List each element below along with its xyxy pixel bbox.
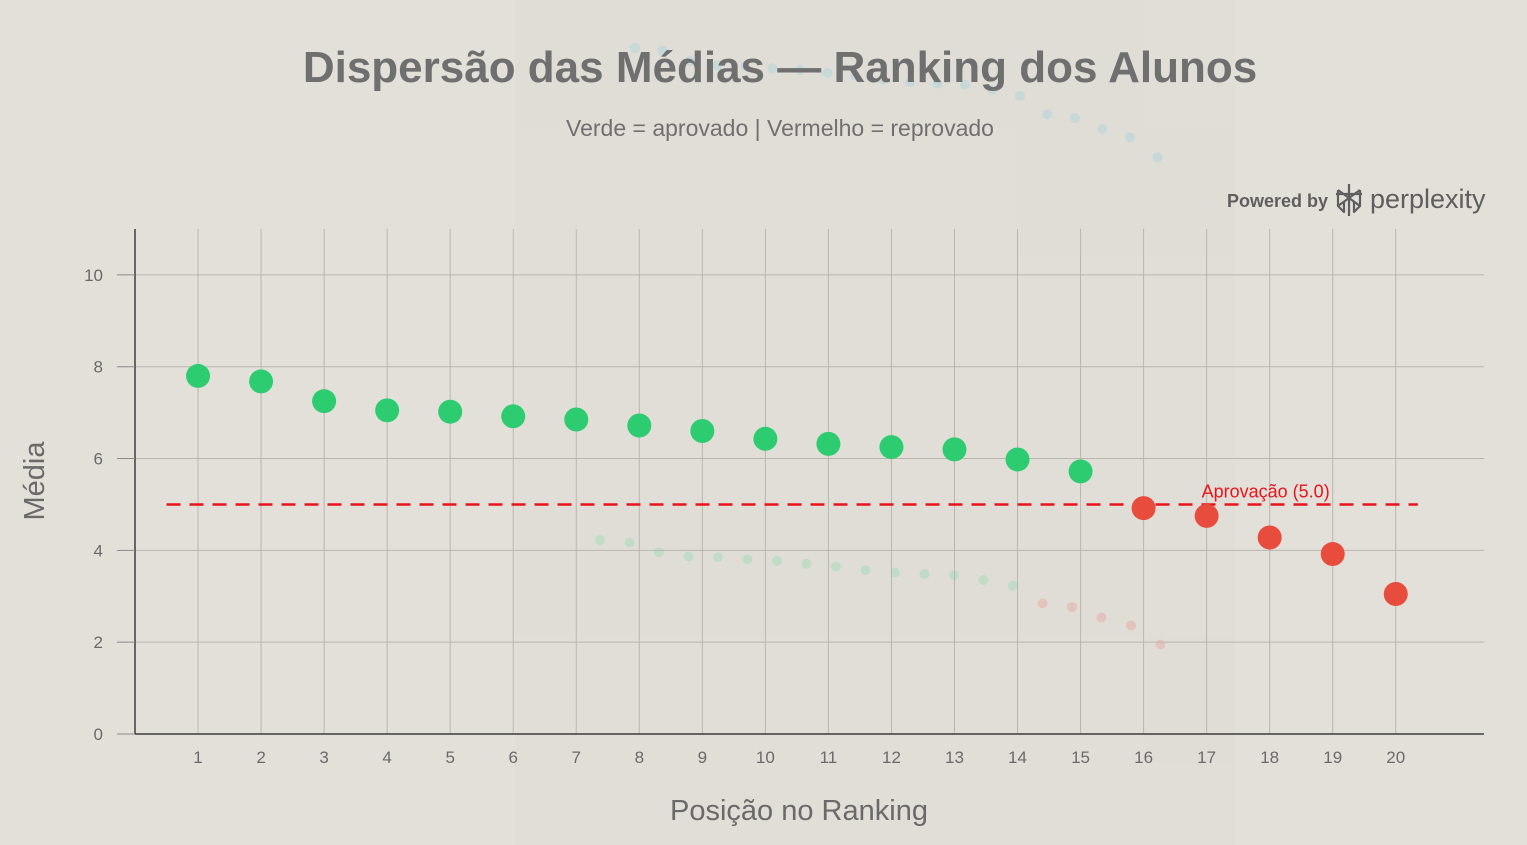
- x-axis-label: Posição no Ranking: [670, 795, 928, 827]
- data-point-failed: [1383, 581, 1408, 606]
- ghost-point: [905, 77, 915, 88]
- threshold-annotation: Aprovação (5.0): [1202, 481, 1330, 501]
- x-tick-label: 4: [382, 748, 391, 767]
- ghost-point: [630, 43, 640, 53]
- perplexity-wordmark: perplexity: [1370, 184, 1486, 214]
- powered-by-label: Powered by: [1227, 191, 1328, 211]
- data-point-approved: [312, 389, 337, 414]
- data-point-approved: [690, 419, 715, 443]
- ghost-point: [960, 79, 970, 90]
- y-tick-label: 8: [94, 358, 103, 377]
- ghost-point: [657, 45, 668, 56]
- x-tick-label: 2: [256, 748, 265, 767]
- data-point-failed: [1257, 525, 1282, 550]
- ghost-point: [860, 565, 871, 576]
- data-point-failed: [1194, 503, 1219, 528]
- ghost-point: [683, 551, 694, 562]
- ghost-point: [831, 561, 841, 572]
- ghost-point: [987, 84, 998, 95]
- perplexity-logo-icon: [1336, 184, 1362, 216]
- ghost-point: [740, 60, 750, 71]
- ghost-point: [1070, 113, 1080, 124]
- x-tick-label: 18: [1260, 748, 1279, 767]
- y-tick-label: 2: [94, 633, 103, 652]
- data-point-approved: [942, 437, 967, 462]
- ghost-point: [624, 537, 635, 548]
- y-tick-label: 4: [94, 541, 103, 560]
- y-tick-label: 10: [84, 266, 103, 285]
- ghost-point: [1042, 109, 1053, 120]
- data-point-approved: [753, 426, 778, 451]
- ghost-point: [1015, 90, 1025, 101]
- x-tick-label: 7: [572, 748, 581, 767]
- chart-subtitle: Verde = aprovado | Vermelho = reprovado: [566, 115, 994, 141]
- x-tick-label: 6: [508, 748, 517, 767]
- ghost-point: [801, 558, 812, 569]
- ghost-point: [978, 575, 989, 586]
- x-tick-label: 15: [1071, 748, 1090, 767]
- data-point-failed: [1320, 542, 1345, 567]
- axes: [134, 229, 1484, 735]
- ghost-point: [1125, 132, 1135, 143]
- x-tick-label: 8: [635, 748, 644, 767]
- ghost-point: [932, 78, 943, 89]
- x-tick-label: 11: [820, 748, 838, 767]
- data-point-approved: [1068, 459, 1093, 484]
- ghost-point: [822, 67, 833, 78]
- x-tick-label: 16: [1134, 748, 1153, 767]
- y-axis-label: Média: [19, 441, 51, 521]
- ghost-point: [1008, 580, 1018, 591]
- x-tick-label: 17: [1197, 748, 1216, 767]
- x-tick-label: 3: [319, 748, 328, 767]
- data-point-failed: [1131, 496, 1156, 521]
- ghost-point: [795, 64, 805, 75]
- ghost-point: [685, 55, 695, 66]
- powered-by-branding: Powered by perplexity: [1227, 184, 1486, 216]
- ghost-point: [1155, 639, 1166, 650]
- ghost-point: [713, 552, 723, 563]
- ghost-point: [595, 535, 605, 545]
- ghost-point: [890, 567, 900, 578]
- data-point-approved: [1005, 447, 1030, 472]
- ghost-point: [1097, 123, 1108, 134]
- ghost-point: [712, 60, 723, 71]
- data-point-approved: [816, 431, 841, 456]
- ghost-point: [1096, 612, 1107, 623]
- data-points: [186, 363, 1408, 606]
- ghost-point: [1152, 152, 1163, 163]
- x-tick-label: 14: [1008, 748, 1027, 767]
- x-tick-label: 5: [445, 748, 454, 767]
- ghost-point: [742, 554, 753, 565]
- data-point-approved: [438, 399, 463, 424]
- data-point-approved: [627, 413, 652, 438]
- ghost-point: [1037, 598, 1048, 609]
- data-point-approved: [501, 404, 526, 429]
- ghost-point: [772, 555, 782, 566]
- data-point-approved: [186, 363, 211, 388]
- x-tick-label: 13: [945, 748, 964, 767]
- data-point-approved: [879, 435, 904, 460]
- x-tick-label: 20: [1386, 748, 1405, 767]
- y-tick-label: 6: [94, 450, 103, 469]
- ghost-point: [1067, 602, 1077, 613]
- data-point-approved: [375, 398, 400, 423]
- ghost-point: [767, 63, 778, 74]
- ghost-point: [1126, 620, 1136, 631]
- chart-title: Dispersão das Médias — Ranking dos Aluno…: [303, 43, 1257, 92]
- x-tick-label: 10: [756, 748, 775, 767]
- y-tick-label: 0: [94, 725, 103, 744]
- data-point-approved: [249, 369, 274, 394]
- ghost-point: [654, 547, 664, 558]
- ghost-point: [919, 569, 930, 580]
- ghost-point: [877, 74, 888, 85]
- x-tick-label: 12: [882, 748, 901, 767]
- x-tick-label: 9: [698, 748, 707, 767]
- x-tick-label: 1: [193, 748, 202, 767]
- ghost-point: [850, 70, 860, 81]
- x-tick-label: 19: [1323, 748, 1342, 767]
- data-point-approved: [564, 407, 589, 432]
